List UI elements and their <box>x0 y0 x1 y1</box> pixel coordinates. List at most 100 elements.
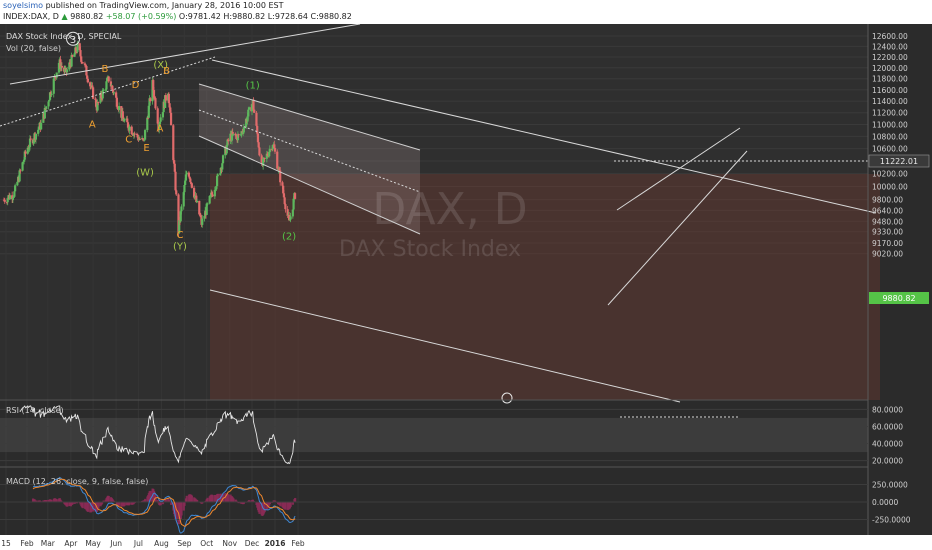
candle-body <box>172 160 176 164</box>
candle-body <box>174 171 177 191</box>
macd-histogram-bar <box>268 502 272 505</box>
candle-body <box>159 117 162 122</box>
candle-body <box>213 189 216 197</box>
candle-body <box>18 170 21 182</box>
candle-body <box>28 147 31 149</box>
macd-label: MACD (12, 26, close, 9, false, false) <box>6 477 148 486</box>
wave-label: B <box>163 66 170 77</box>
candle-body <box>43 107 46 119</box>
candle-body <box>177 194 180 233</box>
candle-body <box>169 112 173 126</box>
wave-label: D <box>132 80 140 91</box>
candle-body <box>263 157 266 159</box>
macd-histogram-bar <box>227 494 230 502</box>
candle-body <box>193 196 196 198</box>
candle-body <box>45 106 48 109</box>
candle-body <box>199 215 202 218</box>
candle-body <box>158 124 161 130</box>
candle-body <box>281 182 284 186</box>
candles <box>2 40 297 237</box>
candle-body <box>225 145 228 154</box>
candle-body <box>74 47 78 52</box>
price-tick-label: 11600.00 <box>872 86 908 95</box>
chart-svg[interactable]: DAX, D DAX Stock Index 3ABCDE(W)(X)BAC(Y… <box>0 24 932 550</box>
macd-histogram-bar <box>55 499 58 502</box>
macd-histogram-bar <box>159 502 162 506</box>
candle-body <box>215 186 218 190</box>
time-tick-label: Apr <box>64 539 78 548</box>
candle-body <box>168 103 171 108</box>
macd-histogram-bar <box>75 502 78 504</box>
candle-body <box>138 138 141 140</box>
candle-body <box>288 219 291 221</box>
candle-body <box>190 183 193 188</box>
macd-histogram-bar <box>183 502 186 506</box>
price-tick-label: 11800.00 <box>872 75 908 84</box>
macd-histogram-bar <box>180 502 183 516</box>
candle-body <box>172 125 175 161</box>
time-tick-label: Feb <box>291 539 305 548</box>
candle-body <box>94 98 97 100</box>
candle-body <box>227 139 230 142</box>
candle-body <box>187 172 190 177</box>
candle-body <box>151 80 154 102</box>
candle-body <box>214 189 217 191</box>
author-link[interactable]: soyelsimo <box>3 1 44 10</box>
wave-label: C <box>176 230 183 241</box>
candle-body <box>13 191 16 197</box>
publish-info: published on TradingView.com, January 28… <box>45 1 284 10</box>
candle-body <box>291 209 294 217</box>
candle-body <box>257 142 260 148</box>
macd-grid: 250.0000 0.0000 -250.0000 <box>0 481 911 525</box>
rsi-label: RSI (14, close) <box>6 406 64 415</box>
time-tick-label: 2016 <box>265 539 286 548</box>
wave-label: A <box>89 119 96 130</box>
time-tick-label: Feb <box>20 539 34 548</box>
macd-histogram-bar <box>50 500 53 502</box>
candle-body <box>105 81 108 90</box>
macd-histogram-bar <box>167 499 171 502</box>
candle-body <box>53 76 56 79</box>
candle-body <box>148 98 151 106</box>
wave-label: E <box>143 143 149 154</box>
volume-label: Vol (20, false) <box>6 44 61 53</box>
candle-body <box>94 99 98 107</box>
rsi-tick-label: 60.0000 <box>872 422 903 431</box>
macd-histogram-bar <box>92 502 95 512</box>
candle-body <box>262 158 265 166</box>
candle-body <box>55 72 58 78</box>
candle-body <box>175 190 178 195</box>
candle-body <box>252 99 255 110</box>
candle-body <box>83 63 87 66</box>
candle-body <box>24 151 27 154</box>
macd-histogram-bar <box>274 500 277 502</box>
macd-histogram-bar <box>185 495 188 502</box>
symbol-name: INDEX:DAX, D <box>3 12 59 21</box>
candle-body <box>195 200 199 203</box>
candle-body <box>292 198 295 210</box>
macd-histogram-bar <box>237 502 240 504</box>
candle-body <box>173 163 176 172</box>
candle-body <box>29 138 32 140</box>
candle-body <box>121 111 124 118</box>
candle-body <box>112 92 115 94</box>
candle-body <box>147 105 150 118</box>
macd-histogram-bar <box>242 502 246 504</box>
candle-body <box>247 107 251 110</box>
candle-body <box>115 92 118 98</box>
candle-body <box>68 62 71 70</box>
candle-body <box>136 134 139 138</box>
candle-body <box>50 93 53 96</box>
time-axis-band <box>0 535 932 550</box>
candle-body <box>37 128 40 130</box>
candle-body <box>230 131 234 141</box>
candle-body <box>111 85 114 90</box>
macd-histogram-bar <box>149 490 152 502</box>
candle-body <box>215 175 219 187</box>
candle-body <box>71 55 74 57</box>
candle-body <box>250 104 254 112</box>
macd-histogram-bar <box>182 502 185 511</box>
candle-body <box>265 153 268 159</box>
candle-body <box>237 134 240 136</box>
